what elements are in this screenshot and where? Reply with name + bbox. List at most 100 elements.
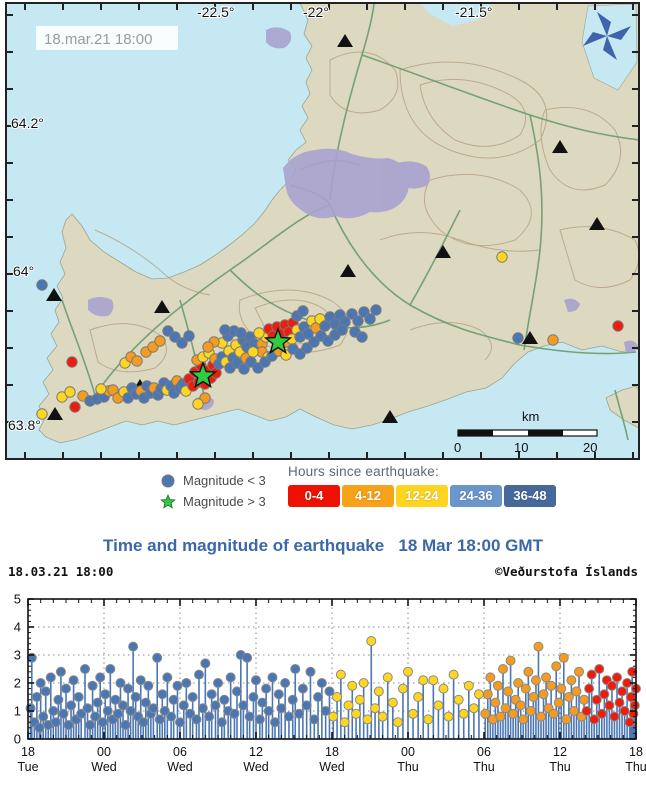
map-frame: [5, 2, 640, 460]
event-marker: [332, 692, 343, 702]
event-marker: [584, 683, 595, 694]
event-marker: [548, 708, 559, 719]
magnitude-small-label: Magnitude < 3: [183, 473, 266, 488]
event-marker: [473, 689, 484, 700]
event-marker: [148, 703, 159, 714]
event-marker: [612, 672, 622, 683]
event-marker: [377, 711, 388, 722]
event-marker: [351, 708, 362, 719]
event-marker: [335, 669, 346, 680]
event-marker: [229, 708, 240, 719]
station-triangle-icon: [340, 264, 356, 277]
fjord-inlet: [420, 3, 492, 26]
y-tick-label: 4: [14, 620, 21, 635]
magnitude-small-item: Magnitude < 3: [160, 470, 266, 491]
magnitude-large-label: Magnitude > 3: [183, 494, 266, 509]
magnitude-large-item: Magnitude > 3: [160, 491, 266, 512]
event-marker: [242, 652, 253, 663]
event-marker: [66, 700, 77, 711]
event-marker: [110, 694, 121, 705]
urban-areas: [88, 27, 638, 410]
hours-box-24-36: 24-36: [450, 485, 502, 507]
lat-label-1: 64.2°: [11, 115, 44, 131]
event-marker: [297, 683, 308, 694]
event-marker: [112, 708, 123, 719]
chart-series: [25, 636, 641, 739]
quake-marker: [364, 313, 376, 325]
event-marker: [181, 678, 192, 688]
event-marker: [61, 683, 71, 694]
large-quake-stars: [188, 326, 293, 389]
quake-marker: [297, 305, 309, 317]
x-tick-hour: 18: [325, 745, 339, 759]
event-marker: [178, 700, 189, 711]
event-marker: [561, 714, 572, 725]
event-marker: [558, 652, 569, 663]
station-triangle-icon: [552, 140, 568, 153]
event-marker: [515, 700, 526, 711]
map-scale-bar: km 0 10 20: [454, 409, 598, 455]
quake-marker: [154, 335, 166, 347]
hours-box-12-24: 12-24: [396, 485, 448, 507]
event-marker: [130, 692, 141, 702]
event-marker: [219, 694, 230, 705]
event-marker: [100, 689, 111, 700]
event-marker: [80, 664, 90, 674]
event-marker: [225, 672, 236, 683]
event-marker: [68, 675, 79, 686]
time-magnitude-chart: 18 Tue 00 Wed 06 Wed 12 Wed 18 Wed 00 Thu 06 Thu 12 Thu…: [0, 586, 646, 796]
event-marker: [73, 692, 84, 702]
event-marker: [270, 717, 280, 728]
lon-label-1: -22.5°: [197, 4, 235, 20]
event-marker: [599, 689, 610, 700]
quake-marker: [183, 330, 195, 342]
x-tick-hour: 06: [173, 745, 187, 759]
event-marker: [594, 664, 605, 674]
quake-marker: [192, 398, 204, 410]
event-marker: [34, 722, 45, 733]
hours-box-0-4: 0-4: [288, 485, 340, 507]
event-marker: [290, 664, 301, 674]
event-marker: [382, 672, 393, 683]
event-marker: [596, 708, 607, 719]
event-marker: [438, 683, 449, 694]
map-canvas: km 0 10 20 18.mar.21 18:00 -22.5° -22° -…: [5, 2, 640, 460]
scale-unit-label: km: [522, 409, 539, 424]
event-marker: [102, 706, 113, 716]
event-marker: [551, 661, 562, 672]
x-tick-day: Thu: [397, 760, 419, 774]
quake-marker: [336, 324, 348, 336]
event-marker: [232, 686, 242, 697]
event-marker: [125, 706, 136, 716]
event-marker: [301, 700, 312, 711]
event-marker: [591, 694, 602, 705]
event-marker: [523, 666, 534, 677]
event-marker: [556, 683, 567, 694]
chart-header-row: 18.03.21 18:00 ©Veðurstofa Íslands: [0, 564, 646, 582]
lat-label-3: 63.8°: [8, 417, 41, 433]
event-marker: [95, 672, 106, 683]
event-marker: [172, 680, 183, 691]
quake-marker: [253, 327, 265, 339]
event-marker: [204, 711, 215, 722]
event-marker: [387, 697, 398, 708]
map-timestamp: 18.mar.21 18:00: [36, 26, 178, 50]
event-marker: [257, 697, 268, 708]
event-marker: [503, 686, 514, 697]
event-marker: [546, 680, 557, 691]
quake-marker: [356, 331, 368, 343]
event-marker: [216, 717, 227, 728]
quake-marker: [131, 355, 143, 367]
event-marker: [154, 714, 165, 725]
event-marker: [566, 675, 577, 686]
quake-marker: [36, 279, 48, 291]
event-marker: [152, 652, 163, 663]
station-triangle-icon: [154, 300, 170, 313]
map-timestamp-label: 18.mar.21 18:00: [44, 31, 152, 48]
event-marker: [513, 678, 524, 688]
event-marker: [261, 683, 272, 694]
event-marker: [358, 678, 369, 688]
event-marker: [433, 700, 444, 711]
quake-marker: [176, 337, 188, 349]
